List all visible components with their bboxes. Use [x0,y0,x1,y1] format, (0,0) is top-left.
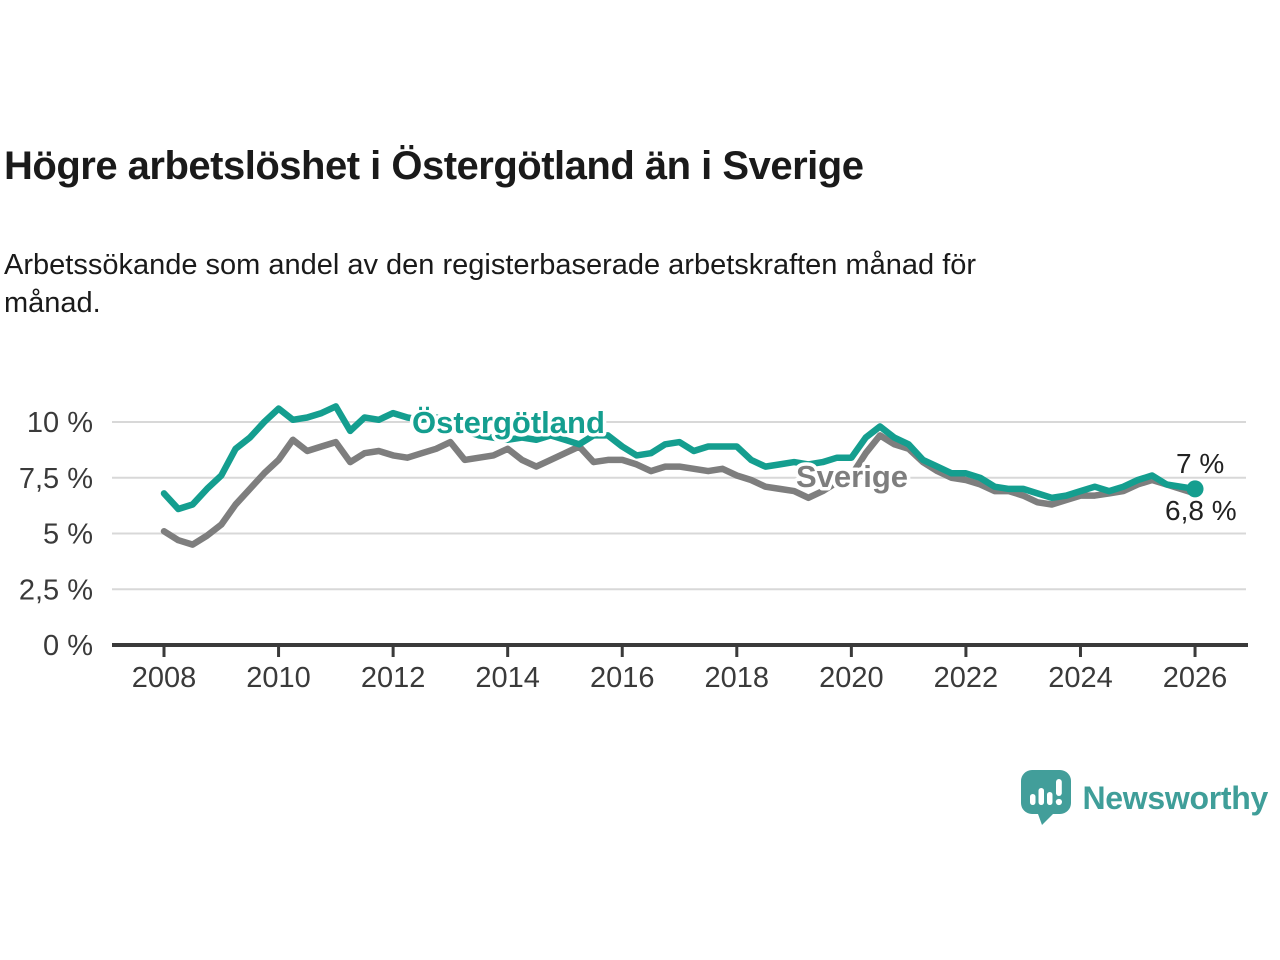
series-lines [160,403,1199,548]
x-tick-label: 2016 [590,662,655,694]
series-end-marker-icon [1186,480,1204,498]
series-line-sverige [160,432,1199,548]
series-label-ostergotland: Östergötland [412,405,605,440]
x-tick-label: 2014 [475,662,540,694]
y-tick-label: 7,5 % [19,463,93,495]
gridlines [112,421,1246,591]
x-tick-label: 2022 [934,662,999,694]
end-value-label-sverige: 6,8 % [1165,495,1237,526]
end-value-label-ostergotland: 7 % [1176,448,1224,479]
logo-bar-tall [1038,788,1044,805]
brand-name: Newsworthy [1082,779,1269,816]
y-tick-label: 0 % [43,630,93,662]
y-axis-labels: 0 % 2,5 % 5 % 7,5 % 10 % [19,407,93,662]
logo-bubble-shape [1020,770,1071,825]
y-tick-label: 10 % [27,407,93,439]
logo-exclamation-dot [1055,798,1062,806]
logo-bar-short [1029,794,1035,805]
chart-title: Högre arbetslöshet i Östergötland än i S… [4,144,864,188]
x-tick-label: 2024 [1048,662,1113,694]
x-axis: 2008 2010 2012 2014 2016 2018 2020 2022 2024 2026 [112,643,1248,694]
x-tick-label: 2020 [819,662,884,694]
series-label-sverige: Sverige [796,459,908,494]
x-tick-label: 2008 [132,662,197,694]
series-line-östergötland [160,403,1199,513]
y-tick-label: 2,5 % [19,574,93,606]
chart-subtitle-line-1: Arbetssökande som andel av den registerb… [4,249,977,281]
x-tick-label: 2026 [1163,662,1228,694]
x-tick-label: 2012 [361,662,426,694]
logo-exclamation-bar [1055,779,1062,796]
x-tick-label: 2010 [246,662,311,694]
chart-subtitle: Arbetssökande som andel av den registerb… [4,246,976,322]
logo-bars [1029,779,1062,806]
line-chart: 0 % 2,5 % 5 % 7,5 % 10 % 2008 2010 2012 2014 201… [19,402,1248,694]
logo-bar-medium [1046,792,1052,805]
chart-subtitle-line-2: månad. [4,287,101,319]
x-tick-label: 2018 [705,662,770,694]
y-tick-label: 5 % [43,519,93,551]
brand-footer: Newsworthy [1020,770,1269,826]
newsworthy-logo-icon [1020,770,1071,825]
